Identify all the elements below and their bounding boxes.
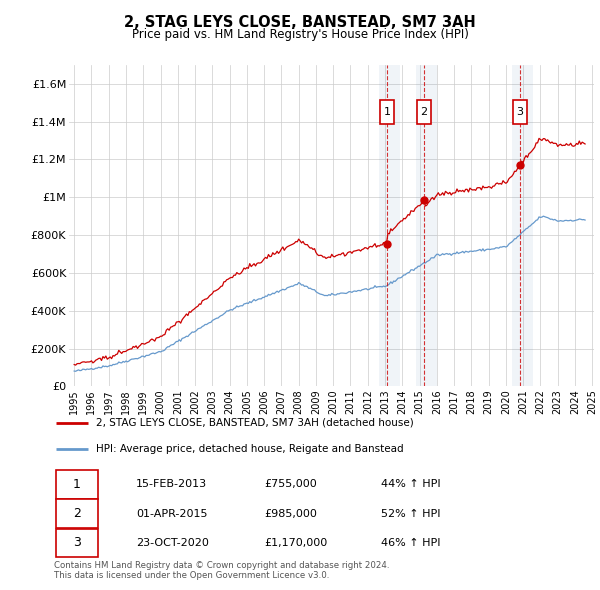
Bar — [416, 65, 437, 386]
Bar — [512, 65, 533, 386]
Bar — [379, 65, 400, 386]
Text: 2, STAG LEYS CLOSE, BANSTEAD, SM7 3AH: 2, STAG LEYS CLOSE, BANSTEAD, SM7 3AH — [124, 15, 476, 30]
Text: 2, STAG LEYS CLOSE, BANSTEAD, SM7 3AH (detached house): 2, STAG LEYS CLOSE, BANSTEAD, SM7 3AH (d… — [96, 418, 413, 428]
Text: This data is licensed under the Open Government Licence v3.0.: This data is licensed under the Open Gov… — [54, 571, 329, 580]
Text: £985,000: £985,000 — [265, 509, 317, 519]
Text: Price paid vs. HM Land Registry's House Price Index (HPI): Price paid vs. HM Land Registry's House … — [131, 28, 469, 41]
Bar — [417, 100, 431, 124]
Text: 1: 1 — [383, 107, 391, 117]
Text: 3: 3 — [73, 536, 80, 549]
Text: 01-APR-2015: 01-APR-2015 — [136, 509, 208, 519]
Bar — [380, 100, 394, 124]
Text: Contains HM Land Registry data © Crown copyright and database right 2024.: Contains HM Land Registry data © Crown c… — [54, 560, 389, 569]
Text: 3: 3 — [517, 107, 523, 117]
Text: HPI: Average price, detached house, Reigate and Banstead: HPI: Average price, detached house, Reig… — [96, 444, 404, 454]
Text: 46% ↑ HPI: 46% ↑ HPI — [380, 538, 440, 548]
FancyBboxPatch shape — [56, 529, 98, 557]
Text: 1: 1 — [73, 478, 80, 491]
Text: 23-OCT-2020: 23-OCT-2020 — [136, 538, 209, 548]
FancyBboxPatch shape — [56, 470, 98, 499]
Text: 15-FEB-2013: 15-FEB-2013 — [136, 480, 208, 489]
FancyBboxPatch shape — [56, 500, 98, 528]
Bar — [513, 100, 527, 124]
Text: £1,170,000: £1,170,000 — [265, 538, 328, 548]
Text: £755,000: £755,000 — [265, 480, 317, 489]
Text: 52% ↑ HPI: 52% ↑ HPI — [380, 509, 440, 519]
Text: 2: 2 — [73, 507, 80, 520]
Text: 44% ↑ HPI: 44% ↑ HPI — [380, 480, 440, 489]
Text: 2: 2 — [421, 107, 427, 117]
